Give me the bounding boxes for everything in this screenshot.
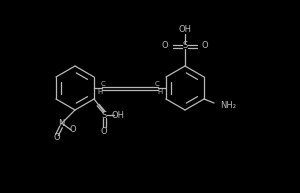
- Text: S: S: [182, 41, 188, 51]
- Text: H: H: [98, 89, 103, 95]
- Text: O: O: [70, 125, 76, 135]
- Text: H: H: [157, 89, 163, 95]
- Text: S: S: [101, 111, 107, 119]
- Text: OH: OH: [112, 111, 124, 119]
- Text: NH₂: NH₂: [220, 101, 236, 109]
- Text: O: O: [101, 126, 107, 135]
- Text: OH: OH: [178, 25, 191, 35]
- Text: O: O: [202, 41, 208, 51]
- Text: O: O: [162, 41, 168, 51]
- Text: C: C: [101, 81, 105, 87]
- Text: N: N: [58, 119, 64, 129]
- Text: O: O: [54, 133, 60, 141]
- Text: C: C: [154, 81, 159, 87]
